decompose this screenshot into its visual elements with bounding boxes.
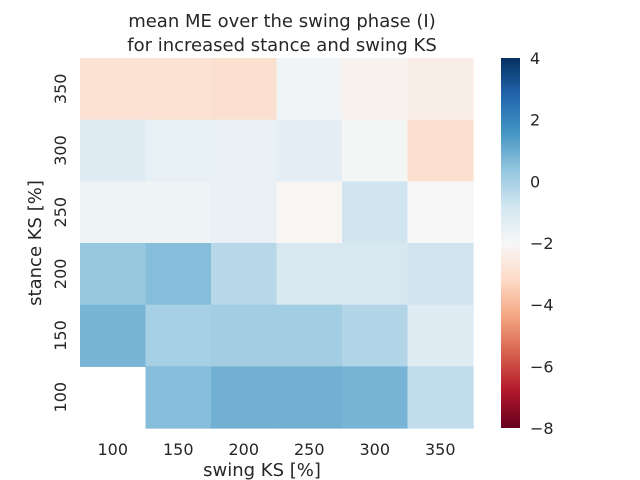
x-tick-label: 150 xyxy=(163,440,194,459)
chart-title: mean ME over the swing phase (I) xyxy=(128,11,436,32)
heatmap-cell xyxy=(276,58,343,121)
heatmap-cell xyxy=(407,304,474,367)
heatmap-cell xyxy=(342,243,409,306)
heatmap-cell xyxy=(342,366,409,429)
colorbar-tick-label: 0 xyxy=(530,172,540,191)
colorbar-tick-label: −4 xyxy=(530,296,554,315)
x-axis-label: swing KS [%] xyxy=(203,460,321,480)
x-tick-label: 350 xyxy=(425,440,456,459)
heatmap-cell xyxy=(211,366,278,429)
y-tick-label: 300 xyxy=(51,135,70,166)
y-tick-label: 100 xyxy=(51,382,70,413)
heatmap-cell xyxy=(407,243,474,306)
y-tick-labels: 350 300 250 200 150 100 xyxy=(51,74,70,413)
heatmap-cell xyxy=(276,243,343,306)
heatmap-cell xyxy=(145,366,212,429)
x-tick-labels: 100 150 200 250 300 350 xyxy=(97,440,455,459)
heatmap-cell xyxy=(80,58,147,121)
colorbar-tick-label: −8 xyxy=(530,419,554,438)
heatmap-cell xyxy=(211,181,278,244)
heatmap-cell xyxy=(80,119,147,182)
colorbar-tick-label: −2 xyxy=(530,234,554,253)
heatmap-cell xyxy=(80,243,147,306)
colorbar xyxy=(501,58,520,428)
y-axis-label: stance KS [%] xyxy=(25,180,46,306)
heatmap-cell xyxy=(276,366,343,429)
heatmap-cell xyxy=(342,181,409,244)
heatmap-cell xyxy=(145,119,212,182)
heatmap-cell xyxy=(342,304,409,367)
heatmap-cell xyxy=(407,181,474,244)
heatmap-cell xyxy=(276,304,343,367)
heatmap-cell xyxy=(342,119,409,182)
heatmap-cell xyxy=(211,58,278,121)
heatmap-cell xyxy=(145,304,212,367)
y-tick-label: 150 xyxy=(51,320,70,351)
heatmap-cell xyxy=(145,181,212,244)
x-tick-label: 100 xyxy=(97,440,128,459)
heatmap-cell xyxy=(211,304,278,367)
heatmap-cell xyxy=(145,58,212,121)
heatmap-cell xyxy=(80,181,147,244)
y-tick-label: 350 xyxy=(51,74,70,105)
heatmap-cell xyxy=(276,181,343,244)
colorbar-tick-label: −6 xyxy=(530,357,554,376)
y-tick-label: 200 xyxy=(51,259,70,290)
heatmap-cell xyxy=(407,58,474,121)
colorbar-tick-labels: 4 2 0 −2 −4 −6 −8 xyxy=(530,49,554,438)
x-tick-label: 200 xyxy=(228,440,259,459)
heatmap-cell xyxy=(145,243,212,306)
heatmap-cell xyxy=(407,119,474,182)
y-tick-label: 250 xyxy=(51,197,70,228)
heatmap-cell xyxy=(211,243,278,306)
heatmap-cell xyxy=(407,366,474,429)
x-tick-label: 250 xyxy=(294,440,325,459)
heatmap-cell xyxy=(276,119,343,182)
heatmap-cell xyxy=(211,119,278,182)
heatmap-cell xyxy=(342,58,409,121)
heatmap-cell xyxy=(80,304,147,367)
colorbar-tick-label: 4 xyxy=(530,49,540,68)
heatmap-cells xyxy=(80,58,474,429)
colorbar-tick-label: 2 xyxy=(530,111,540,130)
x-tick-label: 300 xyxy=(359,440,390,459)
chart-subtitle: for increased stance and swing KS xyxy=(127,35,437,56)
